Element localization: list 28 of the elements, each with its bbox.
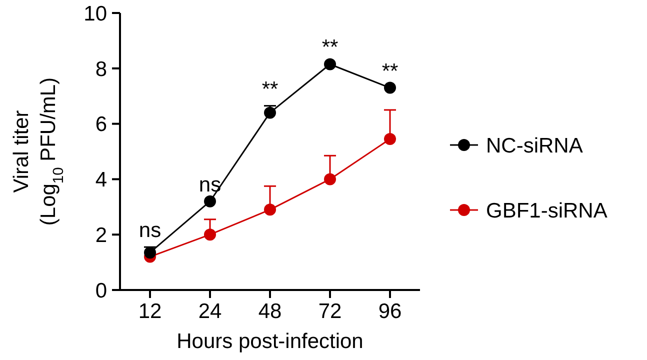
x-tick-label: 96 xyxy=(378,300,402,323)
point xyxy=(324,173,336,186)
x-tick-label: 12 xyxy=(138,300,162,323)
point xyxy=(264,204,276,216)
annotation: ** xyxy=(262,78,278,101)
annotation: ** xyxy=(382,60,398,83)
x-tick-label: 72 xyxy=(318,300,342,323)
point xyxy=(204,228,216,241)
y-tick-label: 6 xyxy=(95,113,107,136)
annotation: ** xyxy=(322,36,338,60)
x-tick-label: 24 xyxy=(198,300,222,323)
point xyxy=(144,246,156,259)
legend-label: GBF1-siRNA xyxy=(486,199,608,222)
point xyxy=(384,82,396,94)
y-tick-label: 0 xyxy=(95,279,107,302)
point xyxy=(204,195,216,208)
legend-label: NC-siRNA xyxy=(486,134,583,158)
point xyxy=(324,58,336,70)
annotation: ns xyxy=(198,173,222,196)
y-tick-label: 2 xyxy=(95,224,107,247)
y-tick-label: 4 xyxy=(95,168,108,192)
point xyxy=(384,133,396,146)
y-tick-label: 8 xyxy=(95,58,107,81)
x-axis-title: Hours post-infection xyxy=(176,330,364,353)
x-tick-label: 48 xyxy=(258,300,282,323)
y-tick-label: 10 xyxy=(84,2,107,26)
point xyxy=(264,106,276,119)
annotation: ns xyxy=(138,219,162,242)
